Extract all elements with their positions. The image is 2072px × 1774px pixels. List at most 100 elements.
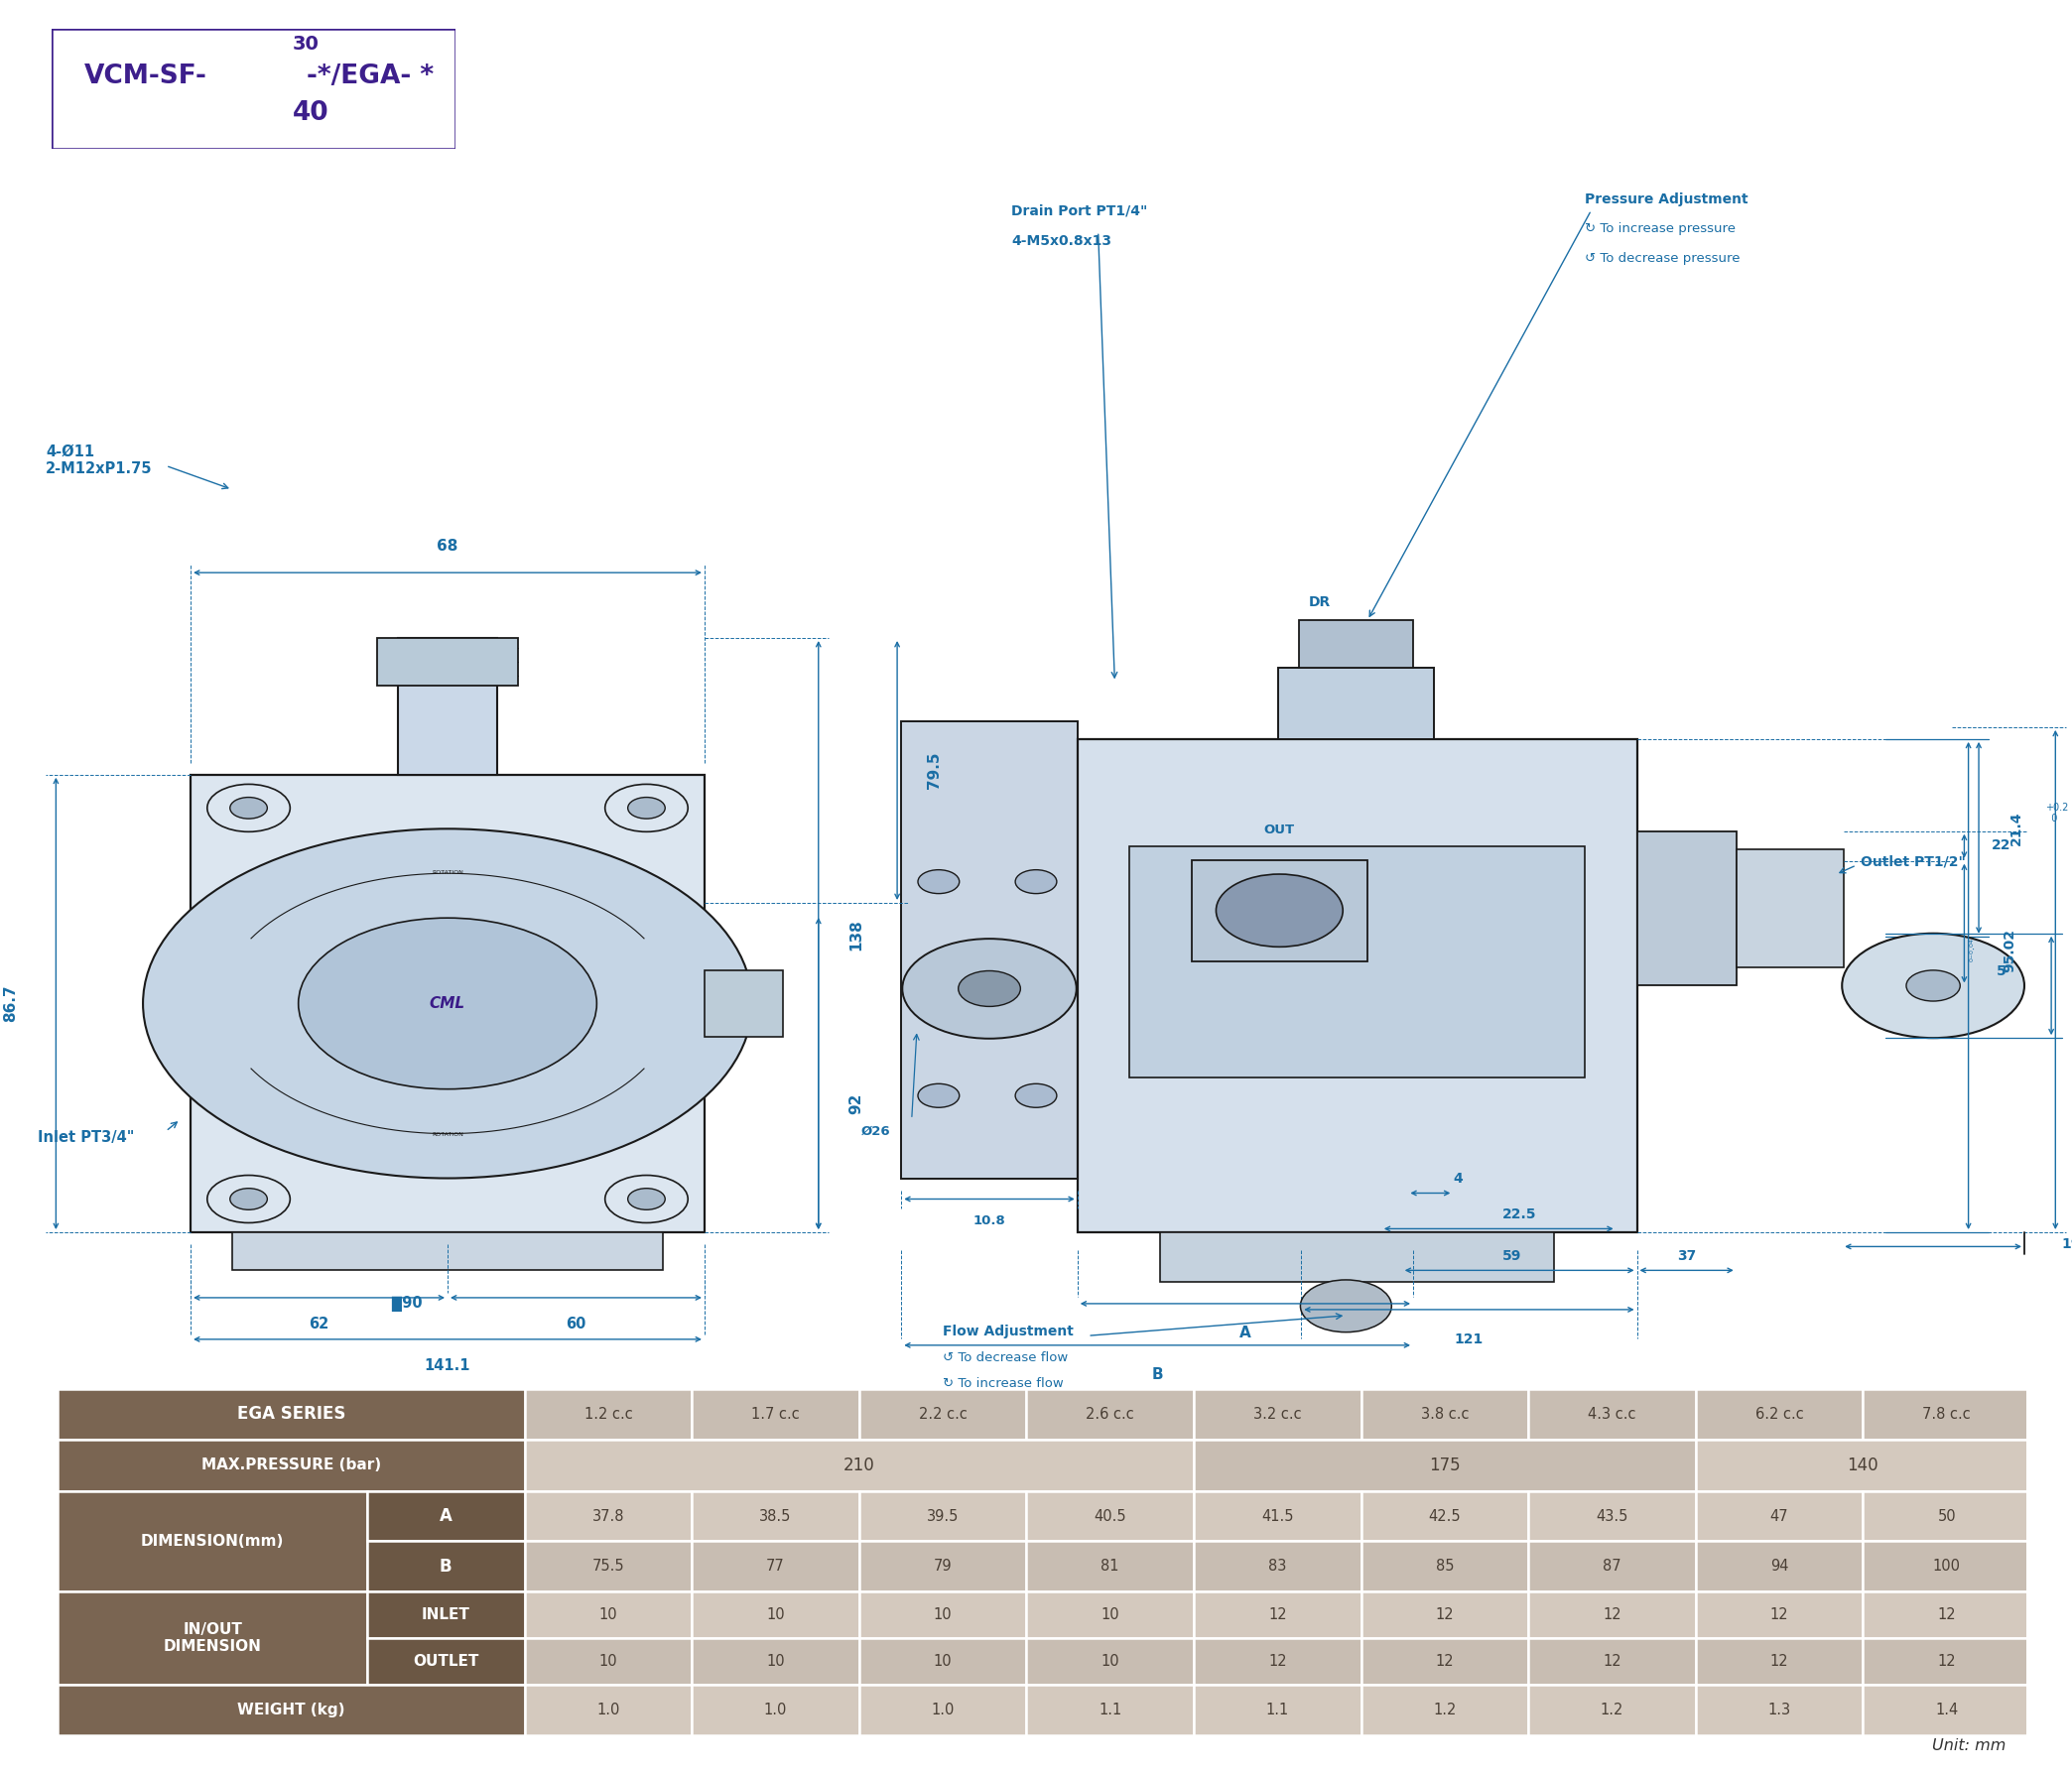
Text: DIMENSION(mm): DIMENSION(mm) bbox=[141, 1535, 284, 1549]
Bar bbox=[1529, 1542, 1695, 1591]
Bar bbox=[1695, 1637, 1863, 1685]
Bar bbox=[1695, 1389, 1863, 1439]
Circle shape bbox=[628, 797, 665, 818]
Bar bbox=[1077, 740, 1637, 1233]
Text: 5: 5 bbox=[1997, 965, 2006, 977]
Text: VCM-SF-: VCM-SF- bbox=[85, 64, 207, 89]
Bar bbox=[367, 1591, 524, 1637]
Text: 140: 140 bbox=[1848, 1456, 1879, 1474]
Bar bbox=[1191, 860, 1368, 962]
Text: Ø26: Ø26 bbox=[862, 1125, 891, 1137]
Bar bbox=[692, 1542, 860, 1591]
Text: 4-M5x0.8x13: 4-M5x0.8x13 bbox=[1011, 234, 1111, 248]
Text: A: A bbox=[439, 1508, 452, 1526]
Text: 3.8 c.c: 3.8 c.c bbox=[1421, 1407, 1469, 1421]
Text: 68: 68 bbox=[437, 539, 458, 553]
Bar bbox=[58, 1685, 524, 1735]
Text: WEIGHT (kg): WEIGHT (kg) bbox=[238, 1703, 346, 1717]
Circle shape bbox=[207, 784, 290, 832]
Circle shape bbox=[918, 869, 959, 894]
Bar bbox=[191, 775, 704, 1233]
Text: Inlet PT3/4": Inlet PT3/4" bbox=[37, 1130, 135, 1144]
Text: INLET: INLET bbox=[421, 1607, 470, 1621]
Text: 3.2 c.c: 3.2 c.c bbox=[1254, 1407, 1301, 1421]
Bar bbox=[692, 1685, 860, 1735]
Text: 40.5: 40.5 bbox=[1094, 1508, 1127, 1524]
Text: Unit: mm: Unit: mm bbox=[1931, 1739, 2006, 1753]
Text: 1.1: 1.1 bbox=[1098, 1703, 1121, 1717]
Text: 38.5: 38.5 bbox=[760, 1508, 792, 1524]
Bar bbox=[524, 1389, 692, 1439]
Bar bbox=[860, 1637, 1026, 1685]
Text: 81: 81 bbox=[1100, 1559, 1119, 1574]
Bar bbox=[1193, 1591, 1361, 1637]
Bar bbox=[860, 1389, 1026, 1439]
Bar bbox=[524, 1492, 692, 1542]
Text: 22: 22 bbox=[1991, 839, 2012, 852]
Circle shape bbox=[901, 938, 1077, 1038]
Text: 37: 37 bbox=[1676, 1249, 1697, 1263]
Text: +0.2
  0: +0.2 0 bbox=[2045, 802, 2068, 823]
Bar bbox=[1361, 1389, 1529, 1439]
Text: 92: 92 bbox=[847, 1093, 864, 1114]
Bar bbox=[1026, 1492, 1193, 1542]
Text: ROTATION: ROTATION bbox=[431, 1132, 464, 1137]
Bar bbox=[860, 1492, 1026, 1542]
Bar bbox=[1695, 1542, 1863, 1591]
Circle shape bbox=[1015, 1084, 1057, 1107]
Bar bbox=[1863, 1492, 2031, 1542]
Text: 50: 50 bbox=[1937, 1508, 1956, 1524]
Bar bbox=[1863, 1591, 2031, 1637]
Text: 10: 10 bbox=[1100, 1653, 1119, 1669]
Text: 100: 100 bbox=[1933, 1559, 1960, 1574]
Bar bbox=[1193, 1439, 1695, 1492]
Text: 12: 12 bbox=[1436, 1653, 1455, 1669]
Text: 10: 10 bbox=[767, 1653, 785, 1669]
Bar bbox=[1361, 1591, 1529, 1637]
Bar bbox=[58, 1492, 367, 1591]
Text: 30: 30 bbox=[292, 35, 319, 53]
Text: ⁰⁻⁰⋅⁰⁴: ⁰⁻⁰⋅⁰⁴ bbox=[1968, 938, 1979, 962]
Bar bbox=[1361, 1637, 1529, 1685]
Circle shape bbox=[230, 1189, 267, 1210]
Text: IN/OUT
DIMENSION: IN/OUT DIMENSION bbox=[164, 1621, 261, 1653]
Text: -*/EGA- *: -*/EGA- * bbox=[307, 64, 433, 89]
Bar bbox=[1129, 846, 1585, 1079]
Text: ↺ To decrease pressure: ↺ To decrease pressure bbox=[1585, 252, 1740, 264]
Bar bbox=[860, 1591, 1026, 1637]
Bar bbox=[1160, 1233, 1554, 1283]
Text: B: B bbox=[439, 1558, 452, 1575]
Bar bbox=[860, 1542, 1026, 1591]
Bar bbox=[1026, 1389, 1193, 1439]
Text: 10: 10 bbox=[599, 1653, 617, 1669]
Text: EGA SERIES: EGA SERIES bbox=[236, 1405, 346, 1423]
Circle shape bbox=[918, 977, 959, 1001]
Circle shape bbox=[957, 970, 1021, 1006]
Bar bbox=[1193, 1389, 1361, 1439]
Circle shape bbox=[298, 917, 597, 1089]
Bar bbox=[1695, 1439, 2031, 1492]
Bar bbox=[1026, 1637, 1193, 1685]
Text: DR: DR bbox=[1310, 596, 1330, 608]
Bar bbox=[1637, 832, 1736, 986]
Text: 2.6 c.c: 2.6 c.c bbox=[1086, 1407, 1133, 1421]
Text: 12: 12 bbox=[1268, 1607, 1287, 1621]
Text: 83: 83 bbox=[1268, 1559, 1287, 1574]
Bar bbox=[1863, 1685, 2031, 1735]
Text: 12: 12 bbox=[1268, 1653, 1287, 1669]
Bar bbox=[901, 722, 1077, 1180]
Circle shape bbox=[918, 1084, 959, 1107]
Bar bbox=[524, 1591, 692, 1637]
Text: 10: 10 bbox=[1100, 1607, 1119, 1621]
Bar bbox=[704, 970, 783, 1036]
Bar bbox=[1361, 1685, 1529, 1735]
Circle shape bbox=[1906, 970, 1960, 1001]
Text: 60: 60 bbox=[566, 1316, 586, 1330]
Text: ↻ To increase pressure: ↻ To increase pressure bbox=[1585, 222, 1736, 234]
Text: 21.4: 21.4 bbox=[2010, 811, 2022, 844]
Text: 1.4: 1.4 bbox=[1935, 1703, 1958, 1717]
Text: 37.8: 37.8 bbox=[593, 1508, 624, 1524]
Bar bbox=[1361, 1492, 1529, 1542]
Text: 1.7 c.c: 1.7 c.c bbox=[752, 1407, 800, 1421]
Text: 175: 175 bbox=[1430, 1456, 1461, 1474]
